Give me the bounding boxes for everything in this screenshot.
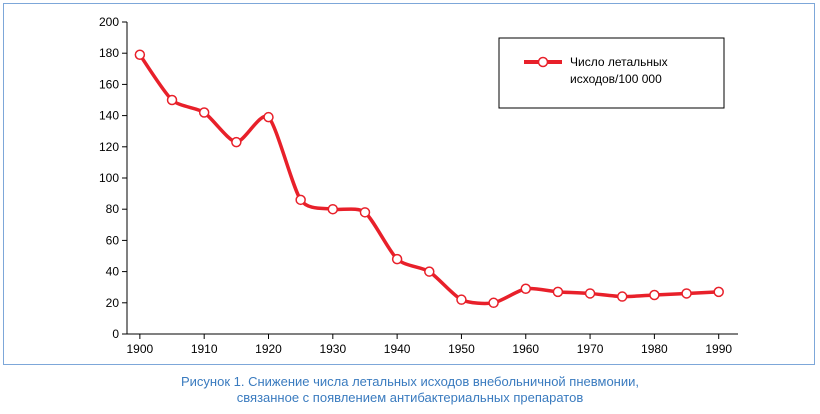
y-tick-label: 180 (99, 46, 119, 60)
y-axis-ticks: 0 20 40 60 80 100 120 140 160 180 200 (99, 15, 127, 341)
data-point (359, 207, 371, 218)
legend-box (498, 37, 725, 109)
data-point (520, 283, 532, 295)
data-point (649, 289, 660, 301)
figure-frame: 0 20 40 60 80 100 120 140 160 180 200 1900 1910 1920… (3, 3, 815, 365)
x-tick-label: 1920 (255, 342, 282, 356)
y-tick-label: 80 (106, 202, 120, 216)
data-point (295, 194, 306, 206)
x-tick-label: 1940 (384, 342, 411, 356)
caption-line-2: связанное с появлением антибактериальных… (236, 390, 584, 405)
y-tick-label: 160 (99, 77, 119, 91)
y-tick-label: 60 (106, 233, 120, 247)
caption-line-1: Рисунок 1. Снижение числа летальных исхо… (180, 374, 639, 389)
data-point (391, 253, 403, 265)
y-tick-label: 40 (106, 265, 120, 279)
x-tick-label: 1980 (641, 342, 668, 356)
y-tick-label: 140 (99, 109, 119, 123)
x-tick-label: 1910 (191, 342, 218, 356)
data-point (456, 294, 467, 305)
data-point (198, 107, 210, 118)
data-point (166, 94, 178, 106)
data-point (263, 111, 274, 123)
line-chart: 0 20 40 60 80 100 120 140 160 180 200 1900 1910 1920… (99, 15, 738, 356)
data-point (231, 136, 242, 148)
y-tick-label: 0 (112, 327, 119, 341)
x-tick-label: 1950 (448, 342, 475, 356)
legend-label-line2: исходов/100 000 (570, 72, 662, 86)
data-point (424, 266, 435, 277)
y-tick-label: 20 (106, 296, 120, 310)
x-tick-label: 1990 (705, 342, 732, 356)
data-point (488, 297, 499, 309)
x-axis-ticks: 1900 1910 1920 1930 1940 1950 1960 1970 1980 1990 (127, 334, 732, 356)
data-point (681, 288, 692, 299)
y-tick-label: 100 (99, 171, 119, 185)
data-point (713, 286, 724, 298)
data-point (552, 286, 564, 298)
x-tick-label: 1960 (512, 342, 539, 356)
series-layer (134, 49, 724, 309)
legend-marker-sample (537, 56, 549, 68)
figure-caption: Рисунок 1. Снижение числа летальных исхо… (0, 374, 820, 406)
x-tick-label: 1900 (127, 342, 154, 356)
legend: Число летальных исходов/100 000 (498, 37, 725, 109)
data-point (616, 291, 628, 302)
legend-label-line1: Число летальных (570, 55, 668, 69)
y-tick-label: 200 (99, 15, 119, 29)
x-tick-label: 1930 (319, 342, 346, 356)
data-point (584, 288, 596, 299)
data-point (134, 49, 146, 61)
data-point (327, 203, 339, 215)
x-tick-label: 1970 (577, 342, 604, 356)
y-tick-label: 120 (99, 140, 119, 154)
